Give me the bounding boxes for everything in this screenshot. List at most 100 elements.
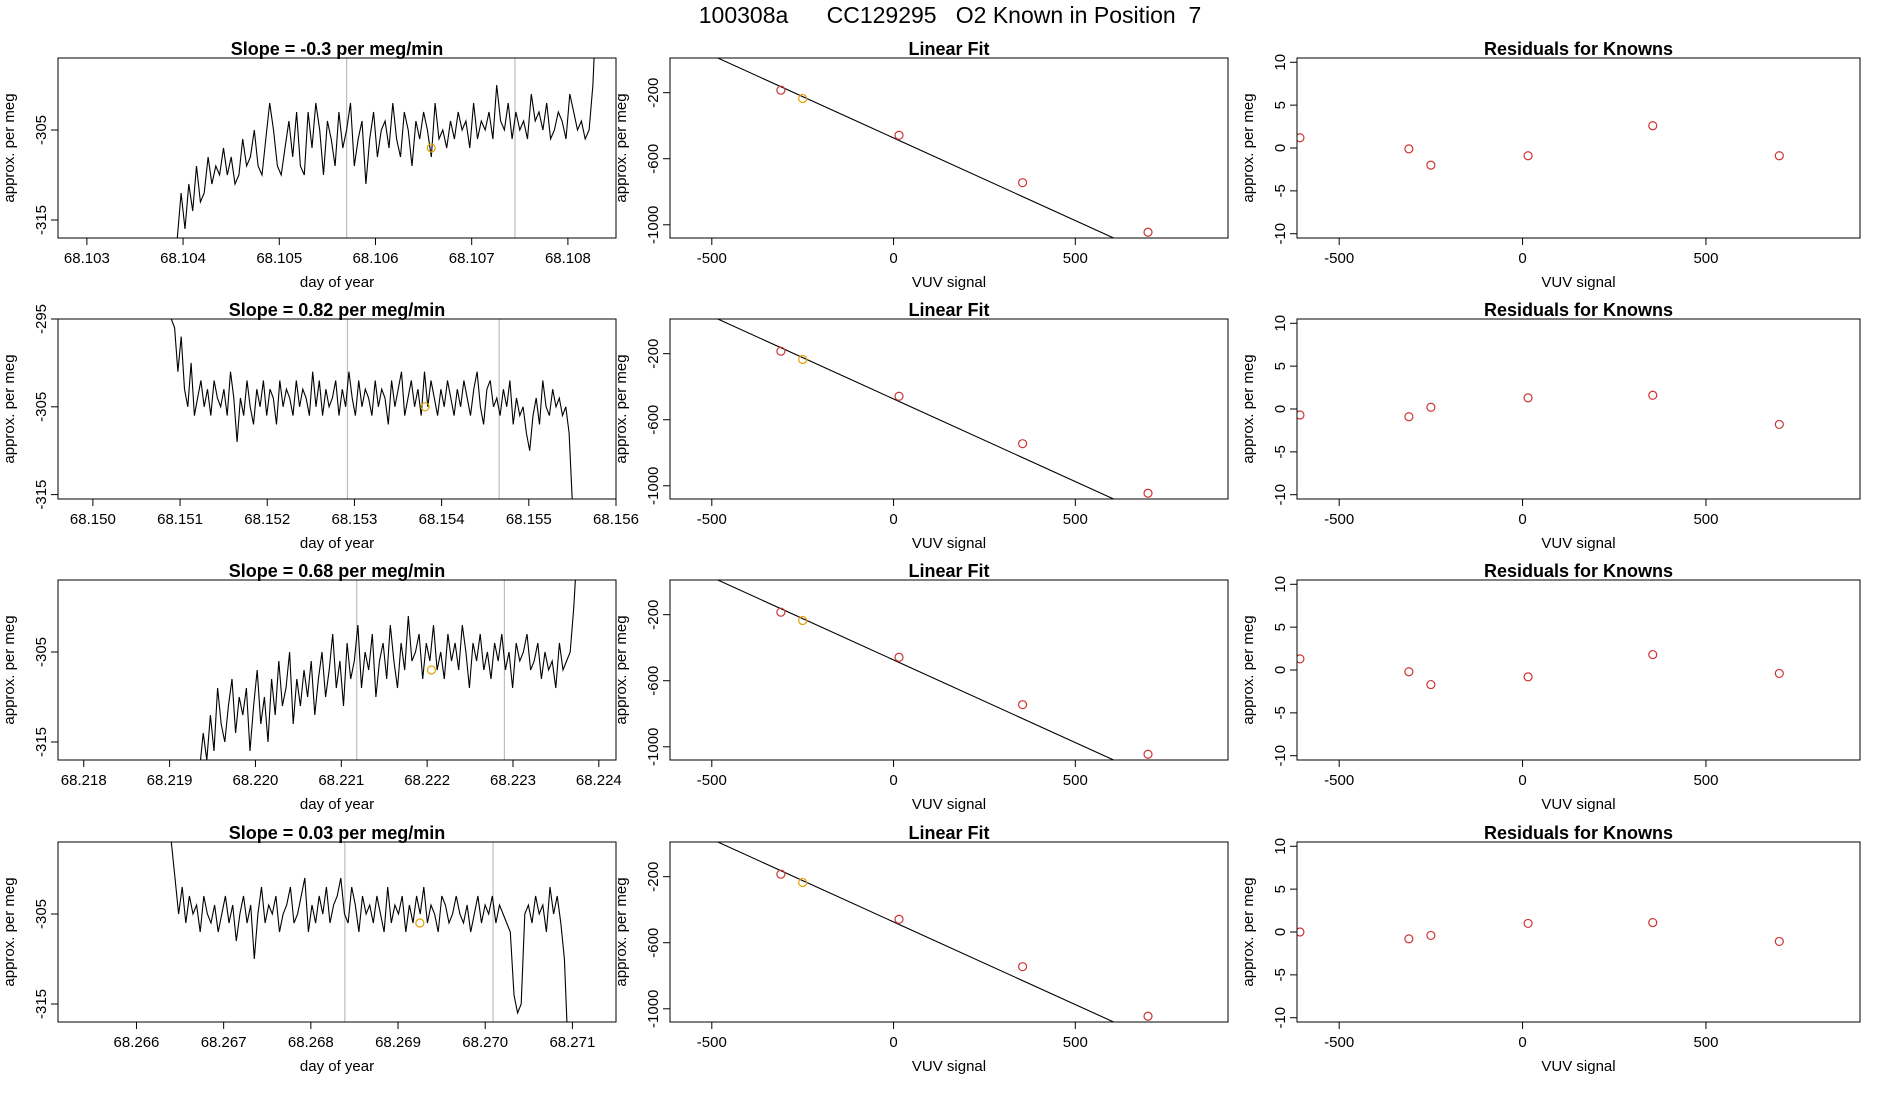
x-tick-label: 68.223 xyxy=(490,772,536,789)
y-tick-label: -1000 xyxy=(645,467,662,505)
x-tick-label: 500 xyxy=(1693,772,1718,789)
x-tick-label: -500 xyxy=(697,1034,727,1051)
x-tick-label: 68.222 xyxy=(404,772,450,789)
x-tick-label: 68.269 xyxy=(375,1034,421,1051)
y-tick-label: 5 xyxy=(1272,623,1289,631)
highlight-point xyxy=(798,93,808,104)
y-tick-label: 0 xyxy=(1272,666,1289,674)
x-axis-label: VUV signal xyxy=(912,796,986,813)
y-tick-label: -305 xyxy=(33,115,50,145)
panel-title: Linear Fit xyxy=(908,39,989,59)
data-point xyxy=(1523,918,1533,929)
data-point xyxy=(1297,410,1305,420)
plot-area xyxy=(1297,649,1784,690)
y-axis-label: approx. per meg xyxy=(1240,93,1257,202)
data-point xyxy=(1404,934,1414,944)
x-tick-label: 68.220 xyxy=(233,772,279,789)
data-point xyxy=(1297,927,1305,937)
y-tick-label: 0 xyxy=(1272,928,1289,936)
series-line xyxy=(170,842,568,1022)
data-point xyxy=(669,826,677,834)
x-axis-label: VUV signal xyxy=(1541,274,1615,291)
panel-8: Linear Fit VUV signal approx. per meg -500 0… xyxy=(613,561,1229,813)
y-tick-label: -600 xyxy=(645,928,662,958)
y-tick-label: -305 xyxy=(33,392,50,422)
y-tick-label: -1000 xyxy=(645,990,662,1028)
x-tick-label: 68.154 xyxy=(419,511,465,528)
data-point xyxy=(1426,930,1436,941)
y-tick-label: -5 xyxy=(1272,968,1289,981)
plot-frame xyxy=(669,579,1229,761)
panel-title: Slope = 0.03 per meg/min xyxy=(229,823,446,843)
y-tick-label: -315 xyxy=(33,727,50,757)
panel-title: Linear Fit xyxy=(908,300,989,320)
data-point xyxy=(1297,133,1305,143)
y-tick-label: -200 xyxy=(645,78,662,108)
y-tick-label: -5 xyxy=(1272,445,1289,458)
y-axis-label: approx. per meg xyxy=(1,615,18,724)
data-point xyxy=(776,607,786,617)
plot-frame xyxy=(1296,57,1861,239)
x-tick-label: 68.155 xyxy=(506,511,552,528)
y-tick-label: -10 xyxy=(1272,484,1289,506)
x-tick-label: 500 xyxy=(1693,250,1718,267)
data-point xyxy=(776,869,786,879)
series-line xyxy=(176,58,595,238)
y-axis-label: approx. per meg xyxy=(1240,615,1257,724)
y-tick-label: -305 xyxy=(33,637,50,667)
panel-title: Residuals for Knowns xyxy=(1484,823,1673,843)
plot-area xyxy=(669,826,1153,1022)
plot-frame xyxy=(669,318,1229,500)
plot-frame xyxy=(57,57,617,239)
x-tick-label: 0 xyxy=(889,1034,897,1051)
highlight-point xyxy=(426,665,437,675)
data-point xyxy=(669,42,677,50)
x-tick-label: -500 xyxy=(697,772,727,789)
y-tick-label: -600 xyxy=(645,666,662,696)
y-tick-label: -1000 xyxy=(645,728,662,766)
x-axis-label: day of year xyxy=(300,796,374,813)
data-point xyxy=(1648,121,1658,131)
plot-frame xyxy=(669,57,1229,239)
panel-title: Residuals for Knowns xyxy=(1484,561,1673,581)
data-point xyxy=(1648,649,1658,660)
plot-area xyxy=(716,319,1153,499)
y-axis-label: approx. per meg xyxy=(1,354,18,463)
data-point xyxy=(1404,412,1414,422)
panel-title: Residuals for Knowns xyxy=(1484,300,1673,320)
fit-line xyxy=(716,842,1115,1022)
y-tick-label: -1000 xyxy=(645,206,662,244)
panel-9: Residuals for Knowns VUV signal approx. pe… xyxy=(1240,561,1861,813)
data-point xyxy=(1297,654,1305,664)
x-tick-label: 68.267 xyxy=(201,1034,247,1051)
y-tick-label: -10 xyxy=(1272,1007,1289,1029)
panel-2: Linear Fit VUV signal approx. per meg -500 0… xyxy=(613,39,1229,291)
data-point xyxy=(1523,151,1533,161)
plot-area xyxy=(1297,917,1784,947)
x-axis-label: VUV signal xyxy=(1541,1058,1615,1075)
plot-area xyxy=(1297,390,1784,430)
data-point xyxy=(894,914,904,924)
y-tick-label: -295 xyxy=(33,304,50,334)
x-tick-label: 68.221 xyxy=(318,772,364,789)
y-axis-label: approx. per meg xyxy=(1240,354,1257,463)
x-tick-label: -500 xyxy=(697,250,727,267)
data-point xyxy=(1774,151,1784,161)
panel-11: Linear Fit VUV signal approx. per meg -500 0… xyxy=(613,823,1229,1075)
plot-frame xyxy=(57,841,617,1023)
x-tick-label: -500 xyxy=(697,511,727,528)
fit-line xyxy=(716,58,1115,238)
data-point xyxy=(669,564,677,572)
plot-area xyxy=(170,842,568,1022)
y-axis-label: approx. per meg xyxy=(1,877,18,986)
data-point xyxy=(1404,667,1414,677)
y-tick-label: -315 xyxy=(33,205,50,235)
y-tick-label: -200 xyxy=(645,600,662,630)
highlight-point xyxy=(798,615,808,626)
x-tick-label: 68.106 xyxy=(353,250,399,267)
data-point xyxy=(1143,227,1153,237)
data-point xyxy=(1523,393,1533,403)
y-tick-label: 10 xyxy=(1272,315,1289,332)
panel-title: Linear Fit xyxy=(908,823,989,843)
series-line xyxy=(199,580,576,760)
